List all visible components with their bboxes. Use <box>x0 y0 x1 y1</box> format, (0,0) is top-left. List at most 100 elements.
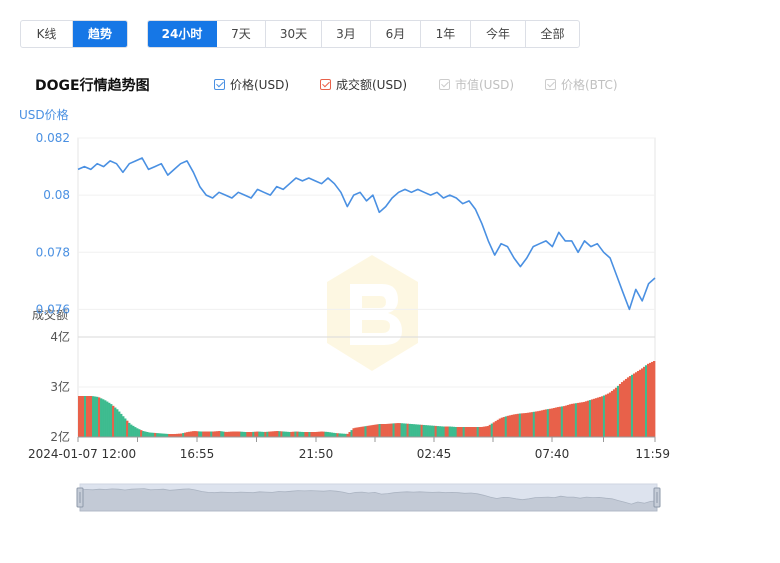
volume-bar <box>524 413 528 437</box>
volume-bar <box>648 362 652 437</box>
volume-bar <box>364 426 367 437</box>
volume-bar <box>126 420 129 437</box>
volume-bar <box>586 400 590 437</box>
volume-ticks: 4亿 3亿 2亿 <box>50 329 70 444</box>
volume-bar <box>554 407 558 437</box>
range-tab-6m[interactable]: 6月 <box>371 21 421 47</box>
volume-bar <box>138 429 141 437</box>
volume-bar <box>556 407 560 437</box>
range-tab-all[interactable]: 全部 <box>540 27 565 41</box>
volume-bar <box>256 431 259 437</box>
checkbox-icon[interactable] <box>545 79 556 90</box>
x-tick-label: 07:40 <box>535 447 570 461</box>
volume-bar <box>610 390 614 437</box>
volume-bar <box>488 424 492 437</box>
volume-bar <box>370 425 373 437</box>
legend-price-btc[interactable]: 价格(BTC) <box>545 76 618 93</box>
range-tab-24h[interactable]: 24小时 <box>148 21 217 47</box>
volume-bar <box>254 431 257 437</box>
volume-bar <box>432 425 435 437</box>
legend-price-usd[interactable]: 价格(USD) <box>214 76 289 93</box>
volume-bar <box>580 402 584 437</box>
volume-bar <box>568 404 572 437</box>
volume-bar <box>214 431 217 437</box>
volume-bar <box>374 424 377 437</box>
volume-bar <box>446 426 449 437</box>
volume-bar <box>304 432 307 437</box>
volume-bar <box>392 423 395 437</box>
volume-bar <box>650 361 654 437</box>
volume-bar <box>406 423 409 437</box>
volume-bar <box>530 412 534 437</box>
volume-bar <box>482 426 486 437</box>
volume-bar <box>134 427 137 437</box>
volume-bar <box>630 374 634 437</box>
legend-volume-usd[interactable]: 成交额(USD) <box>320 76 407 93</box>
volume-axis-label: 成交额 <box>32 307 68 322</box>
volume-bar <box>180 433 183 437</box>
volume-bar <box>204 431 207 437</box>
range-tab-7d[interactable]: 7天 <box>217 21 266 47</box>
range-tab-ytd[interactable]: 今年 <box>471 21 526 47</box>
volume-bar <box>428 425 431 437</box>
legend-label: 价格(USD) <box>230 78 290 92</box>
volume-bar <box>474 427 478 437</box>
volume-bar <box>582 401 586 437</box>
volume-bar <box>144 431 147 437</box>
legend-marketcap-usd[interactable]: 市值(USD) <box>439 76 514 93</box>
volume-bar <box>154 432 157 437</box>
volume-bar <box>398 423 401 437</box>
volume-bar <box>224 431 227 437</box>
volume-bar <box>368 425 371 437</box>
volume-bar <box>348 431 351 437</box>
volume-bar <box>442 426 445 437</box>
volume-bar <box>262 431 265 437</box>
volume-bar <box>244 432 247 437</box>
volume-bar <box>246 432 249 437</box>
range-tab-1y[interactable]: 1年 <box>421 21 471 47</box>
volume-bar <box>336 433 339 437</box>
volume-bar <box>564 405 568 437</box>
range-slider[interactable] <box>76 483 661 512</box>
checkbox-icon[interactable] <box>320 79 331 90</box>
volume-bar <box>620 382 624 437</box>
volume-bar <box>230 431 233 437</box>
volume-bar <box>206 431 209 437</box>
volume-bar <box>190 431 193 437</box>
volume-bar <box>150 432 153 437</box>
view-tab-kline[interactable]: K线 <box>21 21 73 47</box>
view-tab-trend[interactable]: 趋势 <box>73 21 127 47</box>
volume-bar <box>618 383 622 437</box>
volume-bar <box>390 423 393 437</box>
volume-bar <box>84 396 87 437</box>
range-tab-3m[interactable]: 3月 <box>322 21 371 47</box>
volume-bar <box>574 403 578 437</box>
volume-bar <box>462 427 466 437</box>
volume-bar <box>604 394 608 437</box>
volume-bar <box>426 425 429 437</box>
volume-bar <box>302 432 305 437</box>
volume-bar <box>236 431 239 437</box>
volume-bar <box>242 431 245 437</box>
volume-bar <box>284 431 287 437</box>
x-axis: 2024-01-07 12:00 16:55 21:50 02:45 07:40 11:5… <box>28 436 670 461</box>
volume-bar <box>634 372 638 437</box>
x-tick-label: 2024-01-07 12:00 <box>28 447 136 461</box>
price-tick-label: 0.082 <box>36 131 70 145</box>
checkbox-icon[interactable] <box>439 79 450 90</box>
volume-bar <box>550 408 554 437</box>
volume-bar <box>602 395 606 437</box>
checkbox-icon[interactable] <box>214 79 225 90</box>
volume-bar <box>514 414 518 437</box>
volume-bar <box>576 402 580 437</box>
volume-bar <box>592 398 596 437</box>
volume-bar <box>640 368 644 437</box>
volume-bar <box>88 396 91 437</box>
volume-bar <box>276 431 279 437</box>
volume-bar <box>412 424 415 437</box>
range-tab-30d[interactable]: 30天 <box>266 21 322 47</box>
volume-bar <box>468 427 472 437</box>
volume-bar <box>414 424 417 437</box>
volume-bar <box>192 431 195 437</box>
x-tick-label: 21:50 <box>299 447 334 461</box>
